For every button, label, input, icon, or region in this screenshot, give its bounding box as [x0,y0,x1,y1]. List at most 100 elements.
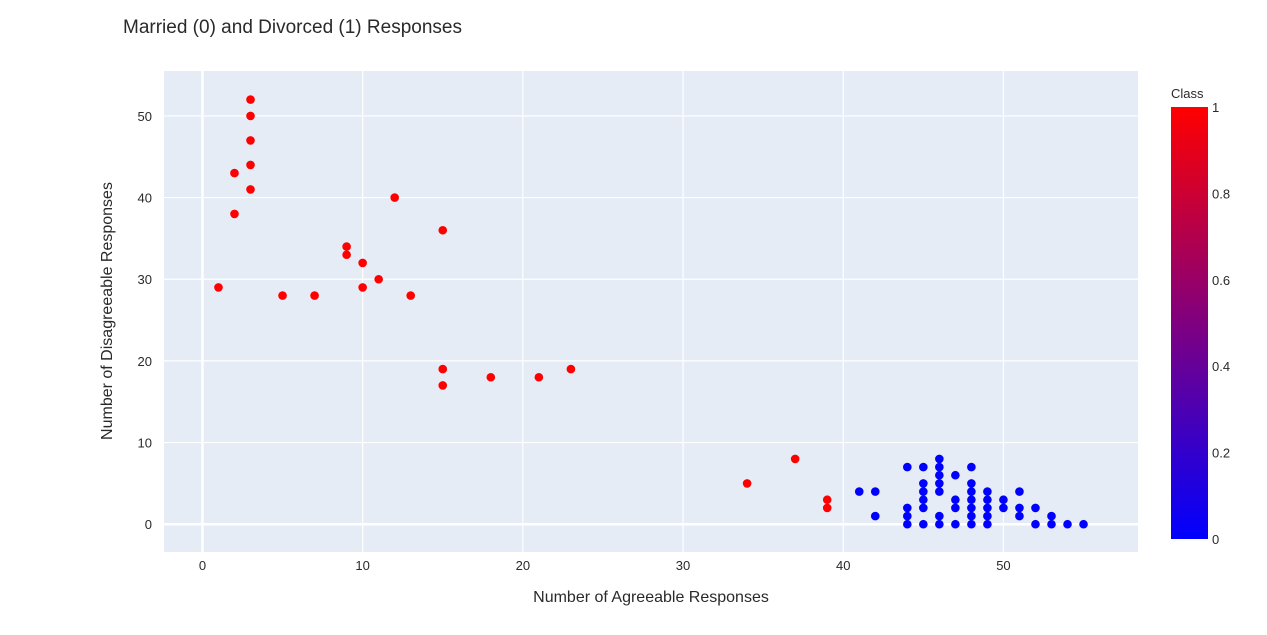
data-point [935,479,944,488]
data-point [438,381,448,390]
data-point [983,511,992,521]
data-point [358,258,367,268]
data-point [903,519,912,529]
data-point [822,495,832,505]
data-point [919,503,928,513]
colorbar-tick-label: 1 [1212,100,1219,115]
data-point [390,193,399,202]
x-tick-label: 10 [355,558,369,573]
data-point [967,495,976,505]
x-tick-label: 20 [516,558,530,573]
data-point [919,495,928,505]
data-point [919,487,928,496]
data-point [374,274,383,284]
data-point [822,503,832,513]
data-point [1015,503,1024,513]
data-point [967,503,976,513]
data-point [406,291,416,300]
data-point [1015,511,1024,521]
colorbar-title: Class [1171,86,1204,101]
data-point [935,487,944,496]
data-point [1079,519,1088,529]
y-tick-label: 30 [138,272,152,287]
data-point [967,479,976,488]
data-point [1015,487,1024,496]
data-point [967,462,976,472]
x-axis-ticks: 0 10 20 30 40 50 [199,558,1011,573]
data-point [342,250,351,260]
y-tick-label: 0 [145,517,152,532]
data-point [1063,519,1072,529]
data-point [935,470,944,480]
data-point [903,503,912,513]
data-point [919,462,928,472]
data-point [278,291,287,300]
data-point [342,242,351,251]
data-point [310,291,319,300]
data-points [214,95,1088,529]
x-axis-title: Number of Agreeable Responses [533,589,769,606]
colorbar-ticks: 0 0.2 0.4 0.6 0.8 1 [1212,100,1230,547]
data-point [951,519,960,529]
data-point [999,503,1008,513]
data-point [935,462,944,472]
x-tick-label: 50 [996,558,1010,573]
data-point [854,487,864,496]
data-point [534,372,544,382]
data-point [919,519,928,529]
data-point [1031,519,1040,529]
colorbar: Class 0 0.2 0.4 0.6 0.8 1 [1171,86,1230,547]
y-axis-title: Number of Disagreeable Responses [99,182,116,440]
data-point [246,95,255,104]
data-point [870,487,880,496]
y-tick-label: 20 [138,354,152,369]
y-tick-label: 50 [138,109,152,124]
data-point [935,454,944,464]
data-point [246,111,255,121]
gridlines [164,71,1138,552]
colorbar-tick-label: 0.8 [1212,186,1230,201]
data-point [790,454,800,464]
data-point [919,479,928,488]
data-point [486,372,496,382]
data-point [358,283,367,292]
colorbar-tick-label: 0.4 [1212,359,1230,374]
data-point [870,511,880,521]
colorbar-tick-label: 0.2 [1212,446,1230,461]
data-point [967,487,976,496]
data-point [230,209,239,219]
data-point [1047,519,1056,529]
data-point [230,168,239,178]
data-point [967,519,976,529]
plot-background [164,71,1138,552]
data-point [999,495,1008,505]
chart-title: Married (0) and Divorced (1) Responses [123,17,462,38]
data-point [246,136,255,145]
x-tick-label: 40 [836,558,850,573]
colorbar-tick-label: 0 [1212,532,1219,547]
data-point [438,225,448,235]
data-point [935,519,944,529]
y-axis-ticks: 0 10 20 30 40 50 [138,109,152,532]
data-point [951,503,960,513]
data-point [951,470,960,480]
data-point [983,503,992,513]
colorbar-tick-label: 0.6 [1212,273,1230,288]
data-point [214,283,223,292]
data-point [742,479,752,488]
y-tick-label: 40 [138,191,152,206]
data-point [983,495,992,505]
y-tick-label: 10 [138,436,152,451]
data-point [903,462,912,472]
colorbar-gradient [1171,107,1208,539]
data-point [1031,503,1040,513]
data-point [903,511,912,521]
data-point [983,519,992,529]
x-tick-label: 30 [676,558,690,573]
x-tick-label: 0 [199,558,206,573]
data-point [967,511,976,521]
data-point [566,364,576,374]
data-point [983,487,992,496]
